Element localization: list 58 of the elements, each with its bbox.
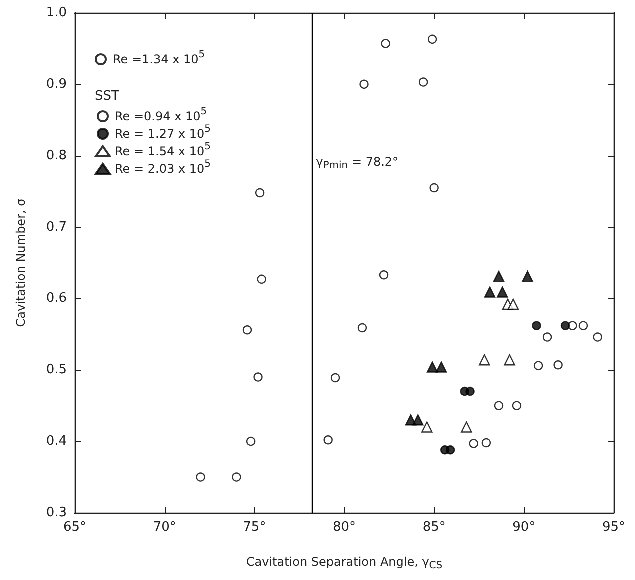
point — [254, 372, 263, 382]
point — [428, 34, 438, 44]
y-tick-label: 0.6 — [46, 291, 67, 306]
point — [430, 183, 439, 193]
point — [554, 360, 563, 370]
point — [330, 373, 340, 383]
point — [232, 472, 242, 482]
point — [412, 414, 424, 426]
point — [466, 386, 475, 396]
point — [422, 422, 433, 433]
point — [246, 436, 256, 446]
point — [479, 354, 490, 366]
point — [358, 323, 368, 333]
x-tick-label: 65° — [63, 520, 87, 535]
point — [497, 286, 508, 298]
point — [426, 362, 438, 373]
y-tick-label: 1.0 — [46, 6, 67, 20]
y-tick-label: 0.5 — [46, 362, 67, 378]
y-tick-label: 0.7 — [46, 220, 67, 235]
point — [493, 270, 505, 282]
point — [324, 436, 333, 445]
point — [532, 321, 542, 330]
point — [593, 332, 602, 342]
y-axis-title: Cavitation Number, σ — [14, 198, 28, 328]
point — [534, 361, 544, 370]
point — [469, 439, 478, 448]
point — [522, 270, 534, 282]
x-tick-label: 80° — [332, 520, 356, 535]
point — [560, 321, 570, 330]
point — [257, 274, 266, 284]
point — [196, 472, 206, 482]
point — [494, 401, 504, 410]
point — [381, 39, 390, 48]
point — [504, 354, 516, 366]
y-tick-label: 0.8 — [46, 148, 67, 164]
point — [508, 298, 519, 310]
x-tick-label: 70° — [153, 520, 176, 535]
point — [242, 326, 252, 335]
x-tick-label: 95° — [602, 520, 626, 535]
x-tick-label: 90° — [512, 520, 536, 535]
y-tick-label: 0.9 — [46, 76, 67, 92]
point — [255, 188, 265, 198]
point — [512, 401, 522, 410]
annotation: SST — [95, 89, 120, 104]
x-tick-label: 85° — [422, 520, 446, 535]
point — [484, 286, 496, 298]
point — [482, 438, 492, 448]
y-tick-label: 0.4 — [46, 434, 67, 450]
point — [436, 362, 448, 373]
point — [578, 321, 588, 330]
point — [379, 270, 389, 280]
y-tick-label: 0.3 — [46, 506, 67, 520]
point — [542, 332, 552, 342]
point — [461, 422, 472, 433]
point — [360, 80, 369, 90]
point — [446, 446, 456, 455]
point — [418, 78, 428, 87]
x-tick-label: 75° — [243, 520, 266, 535]
